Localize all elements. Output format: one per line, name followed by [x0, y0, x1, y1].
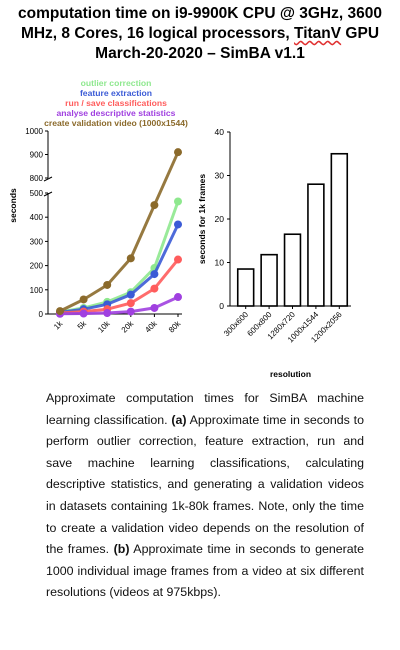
y-tick-label: 20 [215, 214, 225, 224]
data-point [150, 303, 159, 312]
y-tick-label: 10 [215, 258, 225, 268]
y-tick-label: 300 [30, 237, 44, 246]
data-point [174, 293, 182, 302]
axis-break-mark [43, 191, 53, 197]
y-tick-label: 900 [30, 151, 44, 160]
data-point [150, 284, 159, 293]
data-point [126, 254, 135, 263]
data-point [174, 255, 182, 264]
data-point [56, 307, 64, 316]
y-tick-label: 40 [215, 127, 225, 137]
figure-caption: Approximate computation times for SimBA … [46, 391, 365, 600]
x-axis-label: # frames [101, 371, 136, 372]
y-tick-label: 200 [30, 262, 44, 271]
data-point [150, 270, 159, 279]
y-axis-label: seconds for 1k frames [197, 174, 207, 265]
data-point [79, 295, 88, 304]
y-axis-label: seconds [8, 188, 18, 223]
legend-entry: run / save classifications [65, 98, 167, 108]
x-tick-label: 5k [76, 318, 89, 331]
data-point [126, 307, 135, 316]
bar [260, 253, 278, 307]
y-tick-label: 0 [219, 301, 224, 311]
title-line-3: March-20-2020 – SimBA v1.1 [95, 45, 305, 62]
x-tick-label: 20k [120, 318, 136, 334]
y-tick-label: 100 [30, 286, 44, 295]
bar [330, 152, 349, 307]
legend-entry: outlier correction [81, 78, 152, 88]
legend-entry: create validation video (1000x1544) [44, 118, 188, 128]
y-tick-label: 400 [30, 213, 44, 222]
y-tick-label: 500 [30, 189, 44, 198]
title-line-2: MHz, 8 Cores, 16 logical processors, Tit… [20, 25, 380, 42]
x-tick-label: 10k [96, 318, 112, 334]
axis-break-mark [43, 176, 53, 182]
bar [283, 233, 302, 307]
x-tick-label: 40k [143, 318, 159, 334]
legend-entry: analyse descriptive statistics [57, 108, 176, 118]
x-axis-label: resolution [270, 369, 311, 379]
data-point [126, 299, 135, 308]
bar [307, 183, 325, 307]
y-tick-label: 1000 [25, 127, 43, 136]
y-tick-label: 30 [215, 171, 225, 181]
data-point [174, 197, 182, 206]
bar [236, 268, 255, 307]
data-point [174, 148, 182, 157]
x-tick-label: 80k [167, 318, 183, 334]
y-tick-label: 800 [30, 174, 44, 183]
bar-chart-resolution-time: 010203040300x600600x8001280x7201000x1544… [197, 127, 351, 379]
title-gpu-name: TitanV [294, 25, 342, 42]
caption-label-a: (a) [171, 412, 187, 427]
figure-title: computation time on i9-9900K CPU @ 3GHz,… [0, 4, 400, 64]
y-tick-label: 0 [39, 310, 44, 319]
line-chart-computation-time: 0 100 200 300 400 500 800 900 1000 1k 5k 10k 20k 40k 8… [8, 78, 188, 372]
title-line-1: computation time on i9-9900K CPU @ 3GHz,… [18, 5, 382, 22]
x-tick-label: 1k [52, 318, 65, 331]
data-point [103, 309, 112, 318]
series-line [59, 200, 180, 314]
data-point [174, 220, 182, 229]
data-point [126, 290, 135, 299]
caption-label-b: (b) [113, 542, 130, 557]
data-point [150, 201, 159, 210]
data-point [103, 280, 112, 289]
series-line [59, 223, 180, 314]
data-point [79, 309, 88, 318]
series-line [59, 151, 180, 313]
legend-entry: feature extraction [80, 88, 152, 98]
